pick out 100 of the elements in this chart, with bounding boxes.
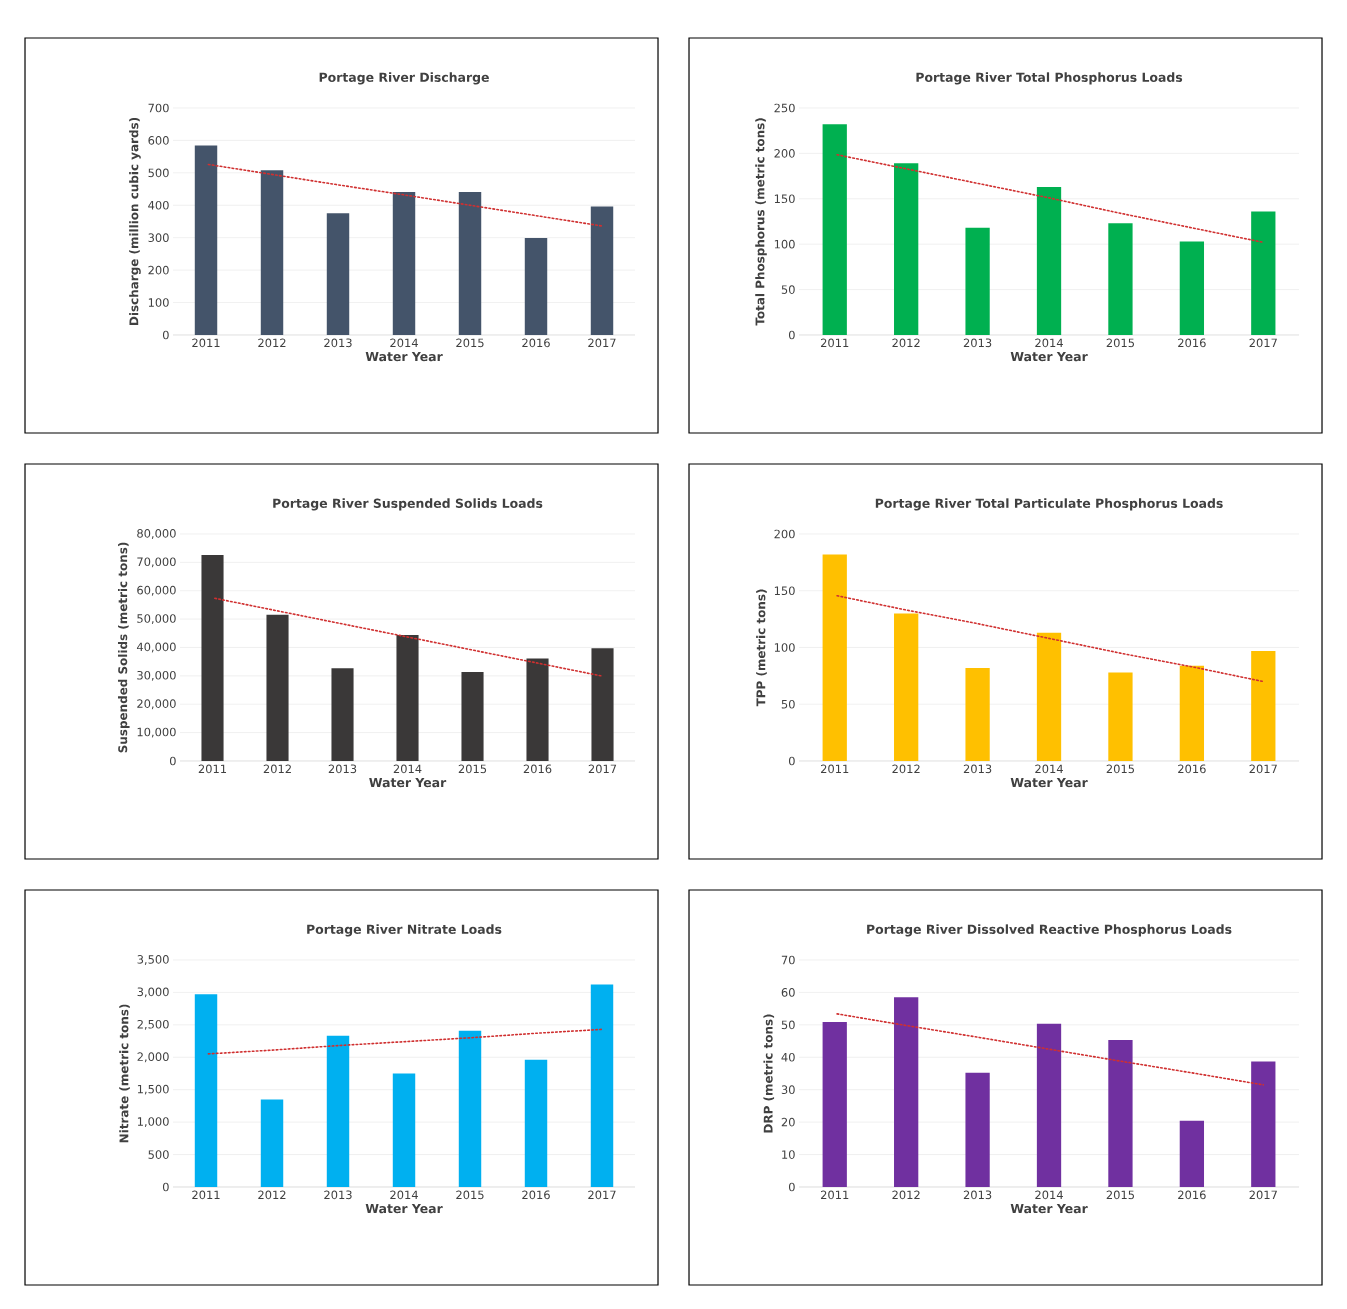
y-tick-label: 150 <box>774 586 795 596</box>
x-tick-label: 2011 <box>192 338 220 348</box>
y-tick-label: 400 <box>148 200 169 210</box>
y-tick-label: 70,000 <box>137 557 176 568</box>
x-tick-label: 2012 <box>258 338 286 348</box>
x-tick-label: 2014 <box>1035 1190 1063 1200</box>
y-axis-title: Suspended Solids (metric tons) <box>118 542 130 753</box>
y-tick-label: 0 <box>162 1182 169 1192</box>
x-tick-label: 2015 <box>1106 338 1135 348</box>
y-tick-label: 3,000 <box>137 987 169 998</box>
x-tick-label: 2014 <box>1035 764 1063 774</box>
bar <box>894 997 919 1187</box>
x-tick-label: 2016 <box>523 764 552 774</box>
y-tick-label: 0 <box>788 330 795 340</box>
x-axis-title: Water Year <box>365 352 443 362</box>
y-tick-label: 30 <box>781 1085 795 1095</box>
x-tick-label: 2013 <box>324 338 352 348</box>
bar <box>822 124 847 335</box>
x-tick-label: 2013 <box>963 338 992 348</box>
bar <box>260 170 284 335</box>
x-tick-label: 2015 <box>1106 1190 1135 1200</box>
bar <box>1036 632 1062 761</box>
y-tick-label: 2,000 <box>137 1052 169 1063</box>
bar <box>822 1021 847 1187</box>
bar <box>1179 665 1205 761</box>
x-tick-label: 2013 <box>324 1190 352 1200</box>
y-tick-label: 0 <box>169 756 176 766</box>
y-axis-title: TPP (metric tons) <box>756 589 767 707</box>
y-tick-label: 100 <box>774 239 795 249</box>
y-tick-label: 40 <box>781 1052 795 1062</box>
chart-title: Portage River Nitrate Loads <box>307 924 502 937</box>
y-tick-label: 0 <box>788 1182 795 1192</box>
chart-title: Portage River Total Phosphorus Loads <box>916 72 1183 85</box>
line-series <box>833 1012 1265 1086</box>
y-tick-label: 200 <box>148 265 169 275</box>
bar <box>392 191 416 335</box>
bar <box>1108 223 1133 335</box>
y-tick-label: 50 <box>781 1020 795 1030</box>
y-tick-label: 0 <box>788 756 795 766</box>
y-tick-label: 200 <box>774 529 795 539</box>
y-tick-label: 70 <box>781 955 795 965</box>
bar <box>965 227 990 335</box>
bar <box>524 1059 548 1187</box>
bar <box>590 984 614 1187</box>
y-tick-label: 300 <box>148 233 169 243</box>
x-tick-label: 2016 <box>522 338 550 348</box>
y-tick-label: 2,500 <box>137 1019 169 1030</box>
y-axis-title: Total Phosphorus (metric tons) <box>755 118 767 326</box>
bar <box>591 648 614 761</box>
y-tick-label: 100 <box>148 298 169 307</box>
x-tick-label: 2014 <box>393 764 422 774</box>
y-tick-label: 200 <box>774 149 795 158</box>
bar <box>1108 672 1133 761</box>
chart-title: Portage River Discharge <box>319 72 489 85</box>
x-axis-title: Water Year <box>1010 1204 1088 1214</box>
bar <box>1036 1023 1062 1187</box>
x-tick-label: 2012 <box>892 764 920 774</box>
bar <box>194 994 218 1187</box>
x-axis-title: Water Year <box>1010 352 1088 362</box>
y-tick-label: 1,500 <box>137 1084 169 1095</box>
y-tick-label: 10 <box>782 1150 795 1159</box>
y-axis-title: DRP (metric tons) <box>763 1014 775 1133</box>
y-tick-label: 50 <box>781 285 795 294</box>
bar <box>894 613 919 761</box>
x-tick-label: 2017 <box>588 1190 616 1200</box>
bar <box>201 554 224 761</box>
x-tick-label: 2017 <box>588 764 617 774</box>
y-tick-label: 30,000 <box>137 670 176 681</box>
y-tick-label: 250 <box>774 103 795 113</box>
x-tick-label: 2017 <box>588 338 616 348</box>
x-tick-label: 2016 <box>522 1190 550 1200</box>
bar <box>1251 650 1276 761</box>
x-tick-label: 2015 <box>1106 764 1135 774</box>
x-tick-label: 2014 <box>1035 338 1063 348</box>
x-tick-label: 2015 <box>456 338 484 348</box>
bar <box>194 145 218 335</box>
x-tick-label: 2012 <box>892 338 920 348</box>
bar <box>326 213 350 335</box>
bar <box>260 1099 284 1187</box>
x-tick-label: 2017 <box>1249 764 1277 774</box>
x-tick-label: 2011 <box>192 1190 220 1200</box>
y-tick-label: 20,000 <box>137 699 176 710</box>
x-tick-label: 2011 <box>198 764 227 774</box>
x-tick-label: 2011 <box>821 1190 849 1200</box>
x-tick-label: 2016 <box>1178 1190 1206 1200</box>
y-tick-label: 700 <box>148 103 169 113</box>
y-tick-label: 10,000 <box>137 727 176 738</box>
y-tick-label: 150 <box>774 194 795 204</box>
bar <box>1036 186 1062 335</box>
x-tick-label: 2013 <box>328 764 357 774</box>
x-tick-label: 2016 <box>1178 764 1206 774</box>
x-tick-label: 2017 <box>1249 338 1277 348</box>
x-tick-label: 2011 <box>821 764 849 774</box>
chart-title: Portage River Dissolved Reactive Phosphorus Loads <box>867 924 1232 937</box>
bar <box>526 658 549 761</box>
x-tick-label: 2014 <box>390 1190 418 1200</box>
chart-title: Portage River Total Particulate Phosphorus Loads <box>875 498 1223 511</box>
x-tick-label: 2015 <box>458 764 487 774</box>
bar <box>266 614 289 761</box>
y-tick-label: 0 <box>162 330 169 340</box>
